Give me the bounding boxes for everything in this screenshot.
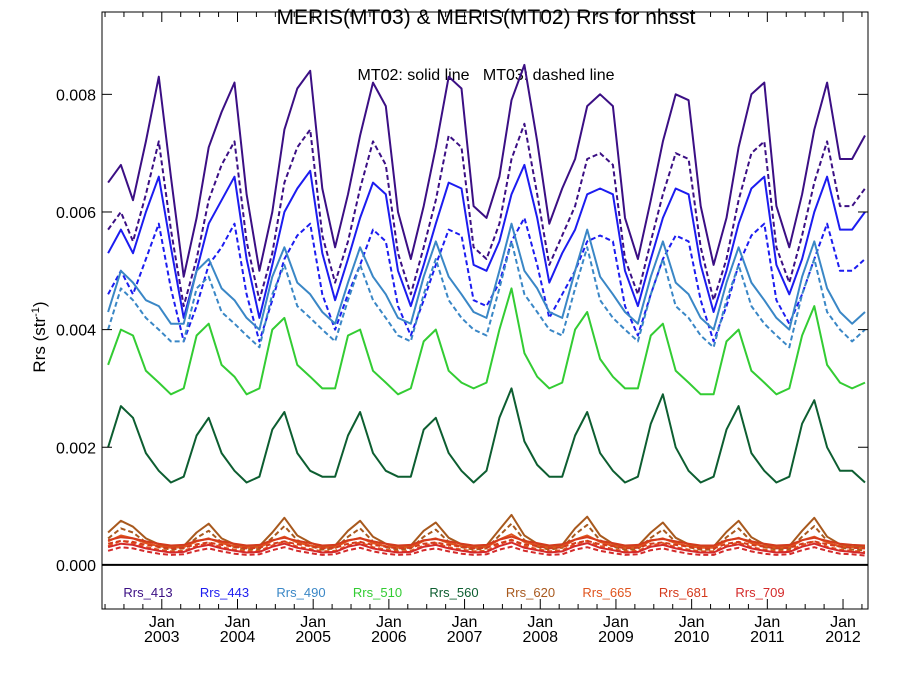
x-tick-year-label: 2005 bbox=[295, 629, 331, 646]
legend-item-rrs-665: Rrs_665 bbox=[582, 585, 631, 600]
x-tick-year-label: 2004 bbox=[220, 629, 256, 646]
series-line-rrs-413-solid bbox=[107, 63, 866, 278]
x-tick-month-label: Jan bbox=[679, 614, 705, 631]
y-tick-label: 0.008 bbox=[56, 87, 96, 104]
x-tick-month-label: Jan bbox=[603, 614, 629, 631]
x-tick-year-label: 2010 bbox=[674, 629, 710, 646]
legend-item-rrs-443: Rrs_443 bbox=[200, 585, 249, 600]
x-tick-month-label: Jan bbox=[830, 614, 856, 631]
line-style-annotation: MT02: solid line MT03: dashed line bbox=[357, 67, 614, 84]
series-layer bbox=[107, 63, 866, 557]
series-line-rrs-709-dashed bbox=[107, 545, 866, 557]
y-tick-label: 0.004 bbox=[56, 323, 96, 340]
legend: Rrs_413 Rrs_443 Rrs_490 Rrs_510 Rrs_560 Rrs_6… bbox=[123, 585, 784, 600]
x-tick-month-label: Jan bbox=[754, 614, 780, 631]
y-tick-label: 0.000 bbox=[56, 558, 96, 575]
legend-item-rrs-510: Rrs_510 bbox=[353, 585, 402, 600]
series-line-rrs-510-solid bbox=[107, 287, 866, 396]
legend-item-rrs-620: Rrs_620 bbox=[506, 585, 555, 600]
series-line-rrs-665-dashed bbox=[107, 538, 866, 553]
x-tick-year-label: 2011 bbox=[750, 629, 785, 646]
legend-item-rrs-681: Rrs_681 bbox=[659, 585, 708, 600]
x-tick-month-label: Jan bbox=[452, 614, 478, 631]
legend-item-rrs-560: Rrs_560 bbox=[429, 585, 478, 600]
x-tick-year-label: 2012 bbox=[825, 629, 861, 646]
y-axis-label: Rrs (str-1) bbox=[30, 301, 49, 372]
x-tick-month-label: Jan bbox=[149, 614, 175, 631]
x-tick-year-label: 2007 bbox=[447, 629, 483, 646]
series-line-rrs-490-solid bbox=[107, 222, 866, 331]
y-axis-label-main: Rrs (str bbox=[30, 317, 49, 373]
y-axis-label-exponent: -1 bbox=[30, 307, 42, 317]
x-tick-month-label: Jan bbox=[300, 614, 326, 631]
series-line-rrs-443-solid bbox=[107, 163, 866, 319]
x-tick-year-label: 2006 bbox=[371, 629, 407, 646]
series-line-rrs-490-dashed bbox=[107, 240, 866, 349]
y-axis-label-close: ) bbox=[30, 301, 49, 307]
axes-layer: 0.0000.0020.0040.0060.008Jan2003Jan2004J… bbox=[56, 12, 868, 646]
chart-title: MERIS(MT03) & MERIS(MT02) Rrs for nhsst bbox=[277, 6, 696, 29]
legend-item-rrs-709: Rrs_709 bbox=[735, 585, 784, 600]
plot-frame bbox=[101, 11, 869, 610]
y-tick-label: 0.002 bbox=[56, 440, 96, 457]
y-tick-label: 0.006 bbox=[56, 205, 96, 222]
x-tick-year-label: 2009 bbox=[598, 629, 634, 646]
legend-item-rrs-490: Rrs_490 bbox=[276, 585, 325, 600]
series-line-rrs-681-dashed bbox=[107, 539, 866, 550]
x-tick-month-label: Jan bbox=[225, 614, 251, 631]
legend-item-rrs-413: Rrs_413 bbox=[123, 585, 172, 600]
series-line-rrs-413-dashed bbox=[107, 122, 866, 308]
x-tick-year-label: 2008 bbox=[522, 629, 558, 646]
x-tick-year-label: 2003 bbox=[144, 629, 180, 646]
x-tick-month-label: Jan bbox=[376, 614, 402, 631]
series-line-rrs-681-solid bbox=[107, 535, 866, 547]
x-tick-month-label: Jan bbox=[527, 614, 553, 631]
series-line-rrs-443-dashed bbox=[107, 216, 866, 343]
series-line-rrs-560-solid bbox=[107, 387, 866, 484]
series-line-rrs-709-solid bbox=[107, 541, 866, 555]
